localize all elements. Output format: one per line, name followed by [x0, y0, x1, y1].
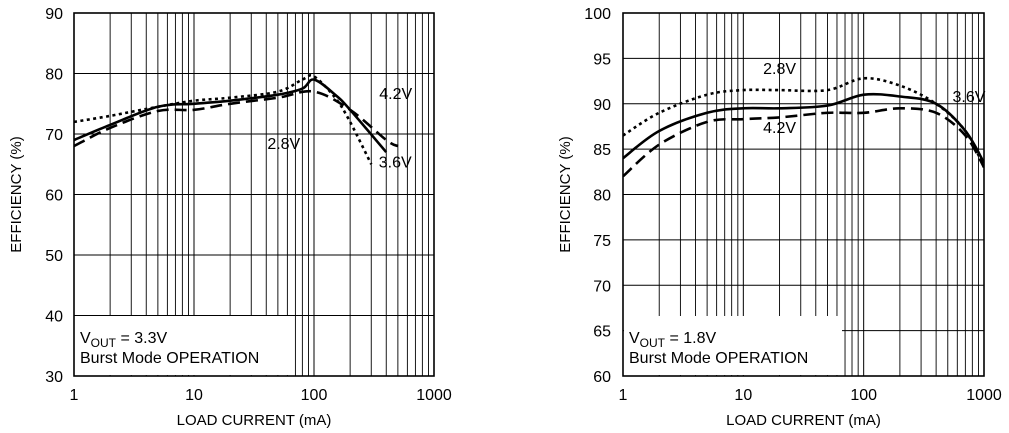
- chart2-series-3-6v: [623, 92, 984, 164]
- chart2-series-label: 3.6V: [953, 89, 986, 106]
- chart1-series-3-6v: [74, 78, 388, 153]
- chart2-x-axis-title: LOAD CURRENT (mA): [726, 412, 881, 429]
- chart2-x-tick-label: 10: [734, 387, 752, 404]
- chart2-annotation-box: [624, 316, 842, 375]
- chart1-x-tick-label: 100: [301, 387, 328, 404]
- chart1-series-label: 2.8V: [267, 136, 300, 153]
- chart2-y-tick-label: 60: [593, 369, 611, 386]
- chart1-series-label: 3.6V: [379, 154, 412, 171]
- chart1-y-tick-label: 60: [45, 188, 63, 205]
- chart2-series-2-8v: [623, 76, 984, 168]
- chart1-annotation-box: [75, 316, 293, 375]
- chart2-x-tick-label: 100: [850, 387, 877, 404]
- chart2-series-label: 2.8V: [763, 61, 796, 78]
- chart2-y-tick-label: 70: [593, 278, 611, 295]
- chart1-y-tick-label: 50: [45, 248, 63, 265]
- chart1-y-tick-label: 40: [45, 309, 63, 326]
- chart1-annotation-vout: VOUT = 3.3V: [80, 330, 167, 350]
- chart1-x-tick-label: 10: [185, 387, 203, 404]
- chart1-grid: [74, 13, 434, 376]
- chart1-x-axis-title: LOAD CURRENT (mA): [177, 412, 332, 429]
- chart1-series-2-8v: [74, 74, 373, 165]
- chart1-y-axis-title: EFFICIENCY (%): [8, 136, 25, 252]
- chart1-x-tick-label: 1: [70, 387, 79, 404]
- chart2-plot-frame: [622, 12, 985, 377]
- chart2-y-tick-label: 95: [593, 51, 611, 68]
- chart1-y-tick-label: 80: [45, 67, 63, 84]
- chart2-annotation-mode: Burst Mode OPERATION: [629, 350, 808, 367]
- chart1-series-label: 4.2V: [379, 86, 412, 103]
- chart2-y-axis-title: EFFICIENCY (%): [557, 136, 574, 252]
- chart1-y-tick-label: 30: [45, 369, 63, 386]
- chart2-y-tick-label: 80: [593, 188, 611, 205]
- chart1-series-4-2v: [74, 89, 399, 148]
- chart1-annotation-mode: Burst Mode OPERATION: [80, 350, 259, 367]
- chart2-series-label: 4.2V: [763, 120, 796, 137]
- chart1-x-tick-label: 1000: [416, 387, 452, 404]
- chart2-grid: [623, 13, 984, 376]
- chart1-y-tick-label: 90: [45, 6, 63, 23]
- chart2-annotation-vout: VOUT = 1.8V: [629, 330, 716, 350]
- chart2-y-tick-label: 90: [593, 97, 611, 114]
- chart2-series-4-2v: [623, 107, 984, 178]
- chart2-y-tick-label: 75: [593, 233, 611, 250]
- chart2-y-tick-label: 85: [593, 142, 611, 159]
- chart1-plot-frame: [73, 12, 435, 377]
- chart2-x-tick-label: 1000: [966, 387, 1002, 404]
- chart2-y-tick-label: 65: [593, 324, 611, 341]
- chart2-x-tick-label: 1: [619, 387, 628, 404]
- chart2-y-tick-label: 100: [584, 6, 611, 23]
- chart1-y-tick-label: 70: [45, 127, 63, 144]
